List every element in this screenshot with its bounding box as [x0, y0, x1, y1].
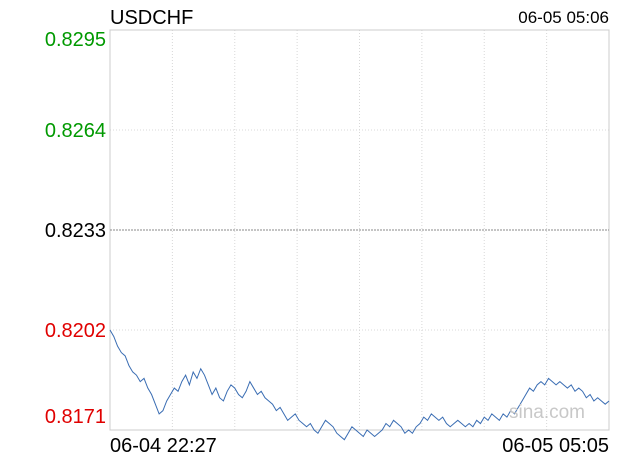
- x-tick-label: 06-05 05:05: [502, 435, 609, 457]
- y-tick-label: 0.8295: [45, 29, 106, 51]
- timestamp: 06-05 05:06: [518, 8, 609, 27]
- chart-title: USDCHF: [110, 7, 193, 29]
- x-tick-label: 06-04 22:27: [110, 435, 217, 457]
- watermark: sina.com: [509, 402, 585, 423]
- y-tick-label: 0.8233: [45, 220, 106, 242]
- y-tick-label: 0.8171: [45, 406, 106, 428]
- y-tick-label: 0.8202: [45, 320, 106, 342]
- x-axis-ticks: 06-04 22:27 06-05 05:05: [110, 435, 609, 457]
- y-tick-label: 0.8264: [45, 120, 106, 142]
- y-axis-ticks: 0.8295 0.8264 0.8233 0.8202 0.8171: [45, 29, 106, 428]
- price-line: [109, 329, 610, 441]
